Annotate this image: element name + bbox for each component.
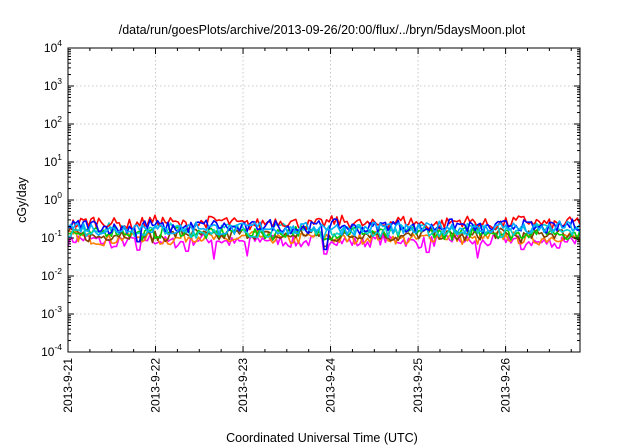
x-tick-label: 2013-9-21 [61,358,75,413]
y-tick-label: 102 [44,114,62,131]
y-tick-label: 104 [44,38,62,55]
x-tick-label: 2013-9-26 [499,358,513,413]
x-tick-label: 2013-9-25 [411,358,425,413]
x-axis-label: Coordinated Universal Time (UTC) [226,431,418,445]
y-tick-label: 101 [44,152,62,169]
y-tick-label: 10-1 [41,228,62,245]
y-tick-label: 100 [44,190,62,207]
series-group [67,214,581,260]
y-tick-label: 103 [44,76,62,93]
y-tick-label: 10-4 [41,342,62,359]
x-tick-label: 2013-9-24 [324,358,338,413]
x-axis: 2013-9-21 2013-9-22 2013-9-23 2013-9-24 2013… [61,48,572,413]
grid [68,48,580,352]
y-axis-label: cGy/day [15,176,29,223]
x-tick-label: 2013-9-22 [149,358,163,413]
y-axis: 10-4 10-3 10-2 10-1 100 101 102 103 104 [41,38,580,359]
y-tick-label: 10-2 [41,266,62,283]
series-line [67,220,581,237]
chart-title: /data/run/goesPlots/archive/2013-09-26/2… [119,23,526,37]
x-tick-label: 2013-9-23 [236,358,250,413]
y-tick-label: 10-3 [41,304,62,321]
